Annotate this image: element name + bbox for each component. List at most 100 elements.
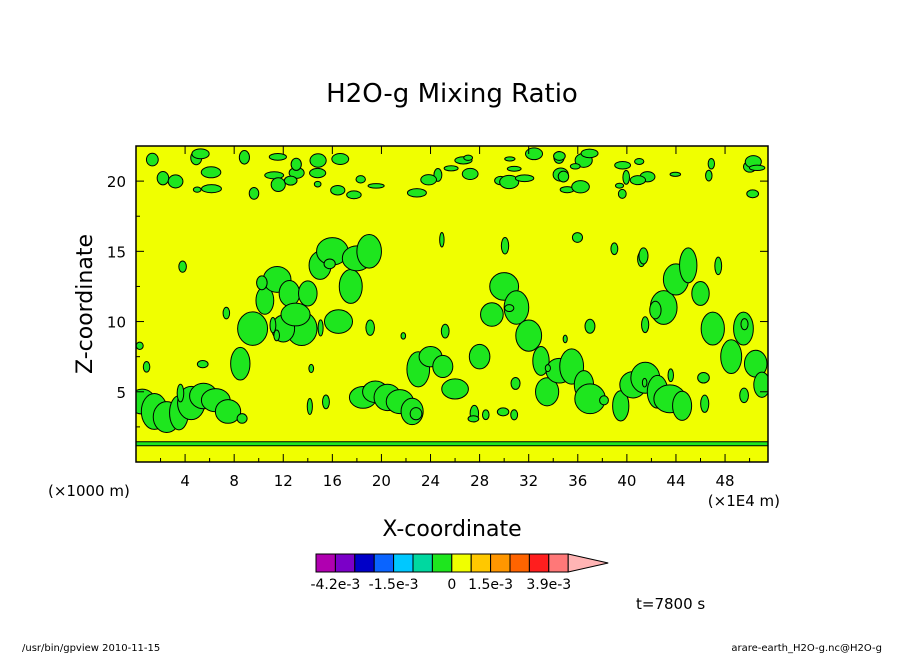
anomaly-blob: [740, 318, 749, 331]
time-label: t=7800 s: [636, 595, 705, 613]
anomaly-blob: [610, 242, 619, 256]
anomaly-blob: [191, 148, 210, 160]
anomaly-blob: [298, 280, 318, 307]
anomaly-blob: [649, 300, 662, 320]
anomaly-blob: [562, 334, 568, 344]
anomaly-blob: [441, 378, 469, 400]
anomaly-region: [612, 361, 693, 422]
colorbar-cell: [431, 553, 453, 573]
anomaly-blob: [346, 190, 362, 200]
anomaly-blob: [571, 232, 584, 243]
anomaly-blob: [400, 332, 407, 340]
anomaly-blob: [739, 387, 749, 404]
colorbar: [315, 553, 609, 573]
anomaly-blob: [634, 157, 645, 165]
anomaly-blob: [136, 341, 144, 350]
anomaly-blob: [504, 156, 516, 162]
x-unit-note: (×1E4 m): [708, 492, 780, 510]
colorbar-cell: [412, 553, 433, 573]
y-axis-ticks: 5 10 15 20: [107, 173, 768, 428]
x-tick-label: 44: [666, 472, 685, 490]
footer-right: arare-earth_H2O-g.nc@H2O-g: [731, 643, 882, 654]
x-tick-label: 16: [323, 472, 342, 490]
colorbar-labels: -4.2e-3 -1.5e-3 0 1.5e-3 3.9e-3: [310, 577, 571, 593]
anomaly-blob: [691, 281, 710, 306]
anomaly-blob: [525, 147, 544, 161]
anomaly-blob: [496, 407, 510, 417]
anomaly-blob: [500, 237, 510, 255]
anomaly-blob: [515, 319, 543, 352]
y-axis-label: Z-coordinate: [73, 234, 98, 374]
anomaly-blob: [323, 258, 336, 270]
anomaly-blob: [467, 415, 480, 423]
anomaly-blob: [614, 160, 632, 170]
anomaly-blob: [222, 306, 231, 320]
anomaly-blob: [409, 407, 423, 421]
colorbar-label: 0: [447, 577, 456, 593]
anomaly-blob: [672, 390, 693, 421]
anomaly-blob: [248, 186, 260, 200]
anomaly-blob: [614, 182, 625, 189]
anomaly-blob: [571, 180, 590, 194]
anomaly-blob: [714, 256, 723, 276]
colorbar-cell: [548, 553, 569, 573]
x-tick-label: 20: [372, 472, 391, 490]
x-tick-label: 28: [470, 472, 489, 490]
y-tick-label: 5: [116, 384, 126, 402]
anomaly-blob: [200, 166, 222, 179]
anomaly-blob: [705, 169, 713, 182]
anomaly-blob: [290, 157, 302, 171]
anomaly-blob: [330, 184, 346, 196]
anomaly-blob: [553, 151, 566, 161]
anomaly-blob: [557, 170, 570, 183]
anomaly-blob: [510, 376, 521, 390]
anomaly-blob: [420, 174, 438, 186]
colorbar-cell: [393, 553, 414, 573]
anomaly-blob: [617, 188, 627, 199]
anomaly-blob: [432, 354, 454, 379]
anomaly-blob: [230, 346, 251, 381]
anomaly-blob: [443, 165, 459, 172]
anomaly-blob: [308, 363, 315, 374]
anomaly-blob: [167, 174, 184, 189]
anomaly-blob: [622, 169, 630, 185]
anomaly-blob: [629, 175, 647, 186]
colorbar-cell: [354, 553, 375, 573]
x-tick-label: 48: [716, 472, 735, 490]
anomaly-blob: [504, 304, 515, 313]
anomaly-blob: [309, 167, 327, 179]
anomaly-blob: [535, 377, 560, 407]
anomaly-blob: [580, 148, 599, 159]
anomaly-blob: [641, 316, 650, 334]
colorbar-cell: [528, 553, 550, 573]
anomaly-blob: [269, 317, 277, 334]
chart-title: H2O-g Mixing Ratio: [326, 79, 578, 109]
y-unit-note: (×1000 m): [48, 482, 130, 500]
anomaly-blob: [278, 280, 301, 307]
anomaly-blob: [499, 174, 520, 190]
anomaly-blob: [309, 153, 327, 168]
anomaly-region: [136, 382, 242, 433]
anomaly-region: [323, 234, 382, 334]
colorbar-cell: [334, 553, 356, 573]
anomaly-blob: [700, 311, 725, 346]
anomaly-blob: [156, 170, 170, 186]
anomaly-blob: [176, 383, 185, 403]
anomaly-blob: [145, 152, 159, 167]
anomaly-blob: [323, 309, 354, 334]
colorbar-label: 3.9e-3: [526, 577, 571, 593]
plot-area: [135, 145, 769, 463]
anomaly-region: [720, 311, 768, 398]
anomaly-blob: [697, 371, 710, 384]
anomaly-blob: [256, 275, 268, 291]
y-tick-label: 10: [107, 314, 126, 332]
anomaly-blob: [178, 260, 187, 273]
colorbar-label: -1.5e-3: [369, 577, 419, 593]
x-tick-label: 12: [274, 472, 293, 490]
anomaly-blob: [338, 268, 363, 304]
anomaly-blob: [283, 175, 298, 186]
anomaly-blob: [748, 164, 766, 172]
anomaly-blob: [439, 232, 445, 248]
anomaly-blob: [746, 189, 760, 199]
